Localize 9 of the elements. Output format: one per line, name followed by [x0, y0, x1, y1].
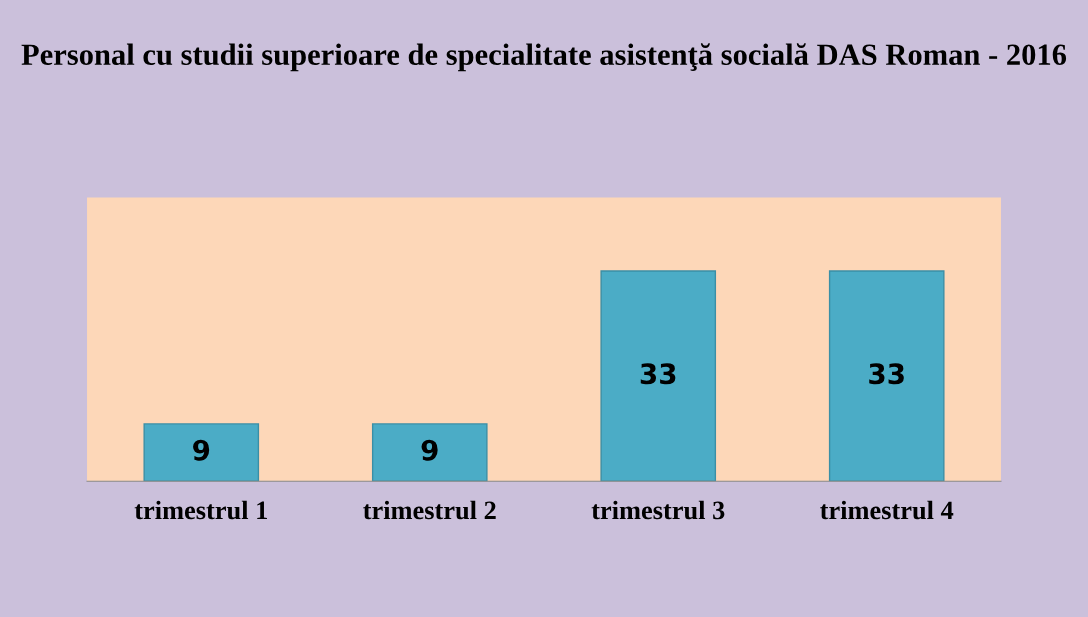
chart-title: Personal cu studii superioare de specialitate asistenţă socială DAS Roman - 2016: [21, 43, 1067, 72]
x-tick-label: trimestrul 4: [820, 500, 954, 520]
data-label: 9: [193, 439, 210, 461]
x-tick-label: trimestrul 3: [591, 500, 725, 520]
x-tick-label: trimestrul 1: [134, 500, 267, 520]
data-label: 33: [869, 363, 904, 385]
data-label: 33: [640, 363, 676, 385]
data-label: 9: [421, 439, 438, 461]
x-tick-label: trimestrul 2: [363, 500, 496, 520]
